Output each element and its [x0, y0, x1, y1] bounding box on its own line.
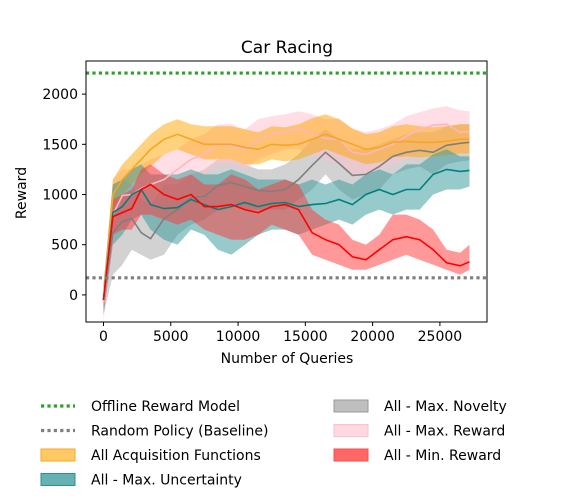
legend-right-label-1: All - Max. Reward	[384, 424, 505, 440]
legend-right-swatch-1	[333, 424, 369, 437]
series-line-0	[102, 141, 470, 302]
legend-left-swatch-3	[40, 473, 76, 486]
legend-left-swatch-2	[40, 448, 76, 462]
series-line-3	[102, 168, 470, 300]
legend-right-label-2: All - Min. Reward	[384, 448, 501, 464]
plot-area	[86, 71, 487, 320]
plot-frame	[85, 60, 488, 323]
x-tick-label: 20000	[350, 329, 395, 345]
legend-left-label-2: All Acquisition Functions	[91, 448, 261, 464]
legend-right-swatch-0	[333, 399, 369, 413]
legend: Offline Reward Model Random Policy (Basel…	[40, 399, 507, 489]
x-tick-label: 25000	[418, 329, 463, 345]
y-tick-label: 2000	[42, 87, 78, 103]
legend-left-label-3: All - Max. Uncertainty	[91, 473, 242, 489]
chart-title: Car Racing	[241, 38, 333, 58]
x-axis-label: Number of Queries	[221, 351, 354, 367]
x-tick-label: 10000	[216, 329, 261, 345]
x-tick-label: 15000	[283, 329, 328, 345]
y-tick-label: 500	[51, 238, 78, 254]
y-tick-label: 1000	[42, 188, 78, 204]
y-axis-label: Reward	[14, 167, 30, 219]
y-tick-label: 1500	[42, 137, 78, 153]
series-line-4	[102, 183, 470, 300]
x-tick-label: 0	[99, 329, 108, 345]
series-line-2	[102, 133, 470, 300]
y-tick-label: 0	[69, 288, 78, 304]
legend-left-label-1: Random Policy (Baseline)	[91, 424, 268, 440]
legend-right-swatch-2	[333, 448, 369, 462]
series-group	[102, 106, 470, 320]
axes: 0 5000 10000 15000 20000 25000 0 500 1000 1500 200…	[42, 60, 488, 345]
band-2	[103, 114, 470, 310]
legend-right-label-0: All - Max. Novelty	[384, 399, 507, 415]
legend-left-label-0: Offline Reward Model	[91, 399, 240, 415]
x-tick-label: 5000	[153, 329, 189, 345]
